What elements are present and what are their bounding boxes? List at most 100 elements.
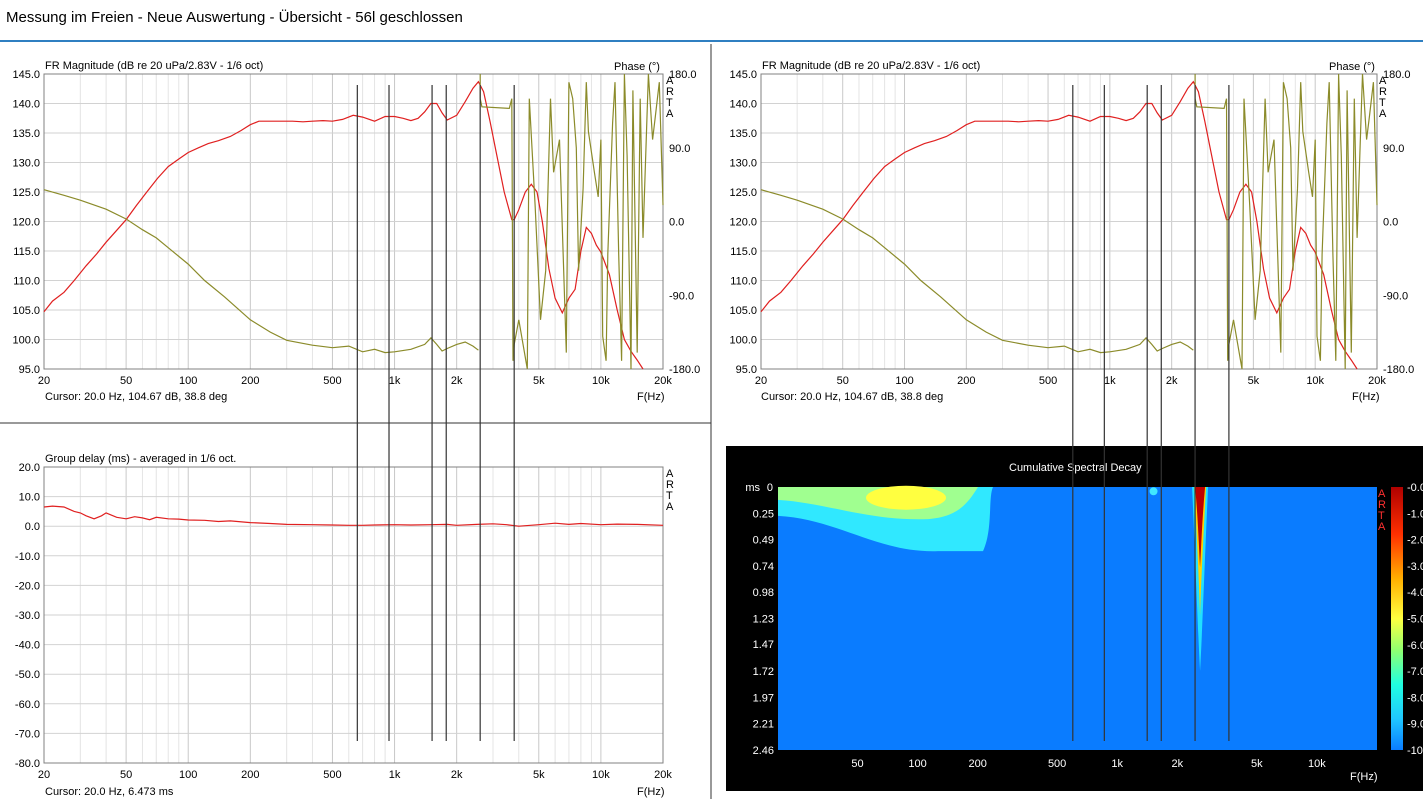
y-tick-label: 10.0 — [19, 492, 40, 504]
y-unit-label: ms — [745, 482, 760, 494]
y-tick-label: 110.0 — [730, 276, 757, 288]
y-tick-label: -70.0 — [15, 728, 40, 740]
brand-letter: A — [666, 75, 674, 87]
y-tick-label: 0.25 — [753, 509, 774, 521]
y-tick-label: 110.0 — [13, 276, 40, 288]
y2-tick-label: 180.0 — [1383, 69, 1411, 81]
y-tick-label: 105.0 — [12, 305, 40, 317]
plot-frame — [43, 73, 664, 370]
phase-axis-label: Phase (°) — [614, 61, 660, 73]
chart-title: Group delay (ms) - averaged in 1/6 oct. — [45, 453, 236, 465]
y2-tick-label: 180.0 — [669, 69, 697, 81]
x-tick-label: 100 — [179, 375, 197, 387]
colorbar-tick-label: -2.0 — [1407, 535, 1423, 547]
x-tick-label: 10k — [592, 375, 610, 387]
brand-letter: A — [1378, 521, 1386, 533]
fr-chart-left: FR Magnitude (dB re 20 uPa/2.83V - 1/6 o… — [12, 60, 700, 403]
colorbar-tick-label: -0.0 — [1407, 482, 1423, 494]
y2-tick-label: 0.0 — [1383, 217, 1398, 229]
magnitude-line — [43, 80, 644, 370]
y-tick-label: 130.0 — [12, 158, 40, 170]
x-tick-label: 2k — [1166, 375, 1178, 387]
x-tick-label: 1k — [1104, 375, 1116, 387]
colorbar — [1391, 487, 1403, 750]
y-tick-label: 1.23 — [753, 614, 774, 626]
x-tick-label: 20k — [1368, 375, 1386, 387]
plot-area[interactable]: 95.0 100.0 105.0 110.0 115.0 120.0 125.0 130.0 1… — [12, 69, 700, 387]
x-tick-label: 5k — [533, 769, 545, 781]
x-axis-label: F(Hz) — [1350, 771, 1378, 783]
colorbar-tick-label: -6.0 — [1407, 640, 1423, 652]
chart-title: Cumulative Spectral Decay — [1009, 462, 1142, 474]
y-tick-label: 0.98 — [753, 587, 774, 599]
plot-area[interactable]: 95.0 100.0 105.0 110.0 115.0 120.0 125.0 130.0 1… — [729, 69, 1414, 387]
x-tick-label: 50 — [837, 375, 849, 387]
y-tick-label: 0.74 — [753, 561, 774, 573]
brand-letter: T — [666, 490, 673, 502]
colorbar-tick-label: -8.0 — [1407, 692, 1423, 704]
brand-letter: T — [1378, 510, 1385, 522]
decay-lobe-yellow — [866, 485, 946, 510]
brand-letter: A — [666, 501, 674, 513]
x-tick-label: 100 — [895, 375, 913, 387]
x-tick-label: 2k — [451, 769, 463, 781]
cursor-readout: Cursor: 20.0 Hz, 6.473 ms — [45, 786, 174, 798]
x-tick-label: 200 — [241, 375, 259, 387]
plot-area[interactable]: -80.0 -70.0 -60.0 -50.0 -40.0 -30.0 -20.0 -10.0… — [15, 462, 672, 781]
x-tick-label: 500 — [1048, 758, 1066, 770]
y2-tick-label: -90.0 — [669, 290, 694, 302]
y-tick-label: 115.0 — [13, 246, 40, 258]
x-axis-label: F(Hz) — [637, 391, 665, 403]
y-tick-label: 125.0 — [12, 187, 40, 199]
y-tick-label: 1.97 — [753, 693, 774, 705]
phase-line — [760, 189, 1194, 354]
y-tick-label: -30.0 — [15, 610, 40, 622]
x-tick-label: 2k — [451, 375, 463, 387]
x-axis-label: F(Hz) — [637, 786, 665, 798]
arta-brand: A R T A — [666, 75, 674, 120]
y-tick-label: 20.0 — [19, 462, 40, 474]
x-tick-label: 10k — [1306, 375, 1324, 387]
x-tick-label: 50 — [120, 375, 132, 387]
brand-letter: R — [1378, 499, 1386, 511]
y2-tick-label: 90.0 — [669, 143, 690, 155]
y2-tick-label: -180.0 — [1383, 364, 1414, 376]
brand-letter: T — [1379, 97, 1386, 109]
x-tick-label: 20k — [654, 769, 672, 781]
group-delay-chart: Group delay (ms) - averaged in 1/6 oct. … — [15, 453, 674, 798]
x-tick-label: 10k — [1308, 758, 1326, 770]
y-tick-label: 115.0 — [730, 246, 757, 258]
colorbar-tick-label: -3.0 — [1407, 561, 1423, 573]
plot-area[interactable] — [778, 485, 1377, 750]
y-tick-label: 2.21 — [753, 718, 774, 730]
y-tick-label: 125.0 — [729, 187, 757, 199]
plot-frame — [760, 73, 1378, 370]
y-tick-label: -10.0 — [15, 551, 40, 563]
y-tick-label: 120.0 — [729, 217, 757, 229]
x-tick-label: 5k — [1251, 758, 1263, 770]
arta-brand: A R T A — [1379, 75, 1387, 120]
x-tick-label: 20k — [654, 375, 672, 387]
brand-letter: R — [1379, 86, 1387, 98]
x-tick-label: 200 — [968, 758, 986, 770]
y-tick-label: 120.0 — [12, 217, 40, 229]
phase-line-wrapped — [479, 73, 664, 370]
y-tick-label: 0 — [767, 482, 773, 494]
x-tick-label: 20 — [755, 375, 767, 387]
y2-tick-label: 0.0 — [669, 217, 684, 229]
y-tick-label: 2.46 — [753, 745, 774, 757]
title-underline — [0, 40, 1423, 42]
x-tick-label: 5k — [533, 375, 545, 387]
magnitude-line — [760, 80, 1358, 370]
phase-line-wrapped — [1194, 73, 1378, 370]
fr-chart-right: FR Magnitude (dB re 20 uPa/2.83V - 1/6 o… — [729, 60, 1414, 403]
y-tick-label: 100.0 — [12, 335, 40, 347]
magnitude-line — [43, 505, 664, 527]
colorbar-tick-label: -10 — [1407, 745, 1423, 757]
x-tick-label: 200 — [957, 375, 975, 387]
y2-tick-label: 90.0 — [1383, 143, 1404, 155]
y-tick-label: 105.0 — [729, 305, 757, 317]
x-tick-label: 100 — [908, 758, 926, 770]
brand-letter: R — [666, 86, 674, 98]
